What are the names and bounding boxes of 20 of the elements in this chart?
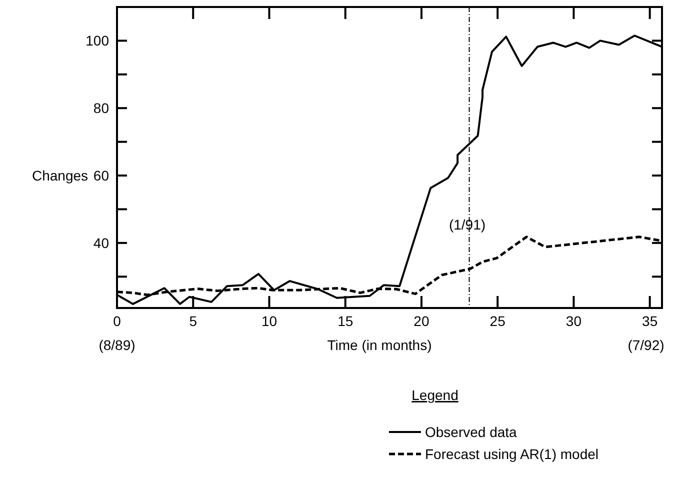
y-tick-label: 100: [86, 32, 110, 49]
y-axis-title: Changes: [32, 168, 88, 184]
x-tick-label: 20: [414, 313, 430, 329]
y-tick-label: 60: [93, 168, 110, 184]
x-tick-label: 10: [261, 313, 278, 329]
legend-title: Legend: [412, 387, 458, 403]
x-tick-label: 5: [189, 313, 198, 329]
y-tick-label: 40: [93, 234, 110, 251]
legend-label: Forecast using AR(1) model: [425, 446, 599, 462]
text: (8/89): [98, 337, 136, 353]
x-tick-label: 35: [642, 313, 658, 329]
x-tick-label: 0: [113, 313, 122, 329]
text: (7/92): [628, 337, 664, 353]
annotation: (1/91): [448, 216, 486, 232]
x-tick-label: 30: [566, 313, 582, 329]
x-axis-title: Time (in months): [327, 337, 432, 353]
legend-label: Observed data: [425, 424, 518, 440]
x-tick-label: 15: [338, 313, 354, 329]
y-tick-label: 80: [93, 100, 110, 116]
x-tick-label: 25: [490, 313, 506, 329]
